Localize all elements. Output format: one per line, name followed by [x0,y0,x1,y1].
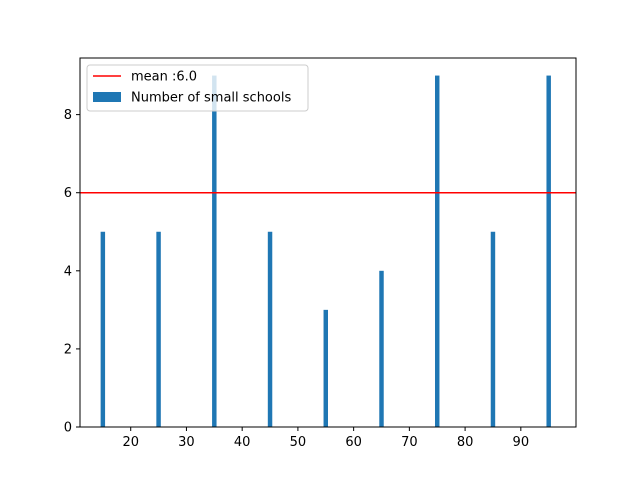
x-tick-label: 80 [457,435,474,450]
y-tick-label: 0 [64,421,72,436]
bar-65 [379,270,384,427]
x-tick-label: 40 [234,435,251,450]
legend-series-swatch [93,92,121,102]
bar-55 [323,309,328,427]
legend: mean :6.0 Number of small schools [86,64,309,112]
plot-frame [79,57,577,428]
y-axis-ticks: 0 2 4 6 8 [64,108,80,436]
x-tick-label: 20 [122,435,139,450]
y-tick-label: 6 [64,186,72,201]
x-tick-label: 90 [513,435,530,450]
legend-series-label: Number of small schools [131,91,291,106]
bar-95 [546,75,551,428]
bar-15 [100,231,106,427]
y-tick-label: 8 [64,108,72,123]
legend-mean-label: mean :6.0 [131,70,197,85]
x-tick-label: 60 [345,435,362,450]
legend-box [86,64,309,112]
x-tick-label: 70 [401,435,418,450]
x-tick-label: 50 [290,435,307,450]
y-tick-label: 4 [64,264,72,279]
x-tick-label: 30 [178,435,195,450]
bar-35 [212,75,217,428]
bar-25 [156,231,161,427]
bar-45 [267,231,273,427]
y-tick-label: 2 [64,342,72,357]
bars-group [100,75,551,428]
x-axis-ticks: 20 30 40 50 60 70 80 90 [122,427,529,450]
bar-75 [435,75,440,428]
bar-85 [490,231,496,427]
